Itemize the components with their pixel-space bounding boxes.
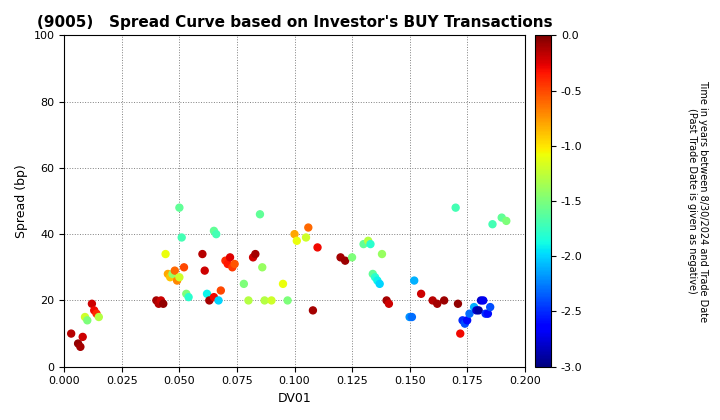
Point [79,314,91,320]
Point [473,307,485,314]
Point [438,297,450,304]
Point [367,270,379,277]
Point [86,300,98,307]
Point [468,304,480,310]
Point [383,300,395,307]
Point [75,344,86,350]
Point [496,214,508,221]
Point [459,320,471,327]
Point [404,314,415,320]
Point [456,317,468,324]
Point [362,237,374,244]
Point [167,270,179,277]
Point [487,221,498,228]
Point [307,307,319,314]
Point [156,297,167,304]
Point [77,333,89,340]
Point [238,281,250,287]
Point [81,317,93,324]
Point [335,254,346,261]
Point [464,310,475,317]
Point [176,234,187,241]
Point [258,297,270,304]
Point [377,251,388,257]
Point [482,310,494,317]
Point [346,254,358,261]
Point [282,297,293,304]
Point [171,277,183,284]
Point [174,274,185,281]
Point [300,234,312,241]
Point [229,261,240,268]
Point [369,274,381,281]
Point [210,231,222,238]
Point [372,277,383,284]
Point [462,317,473,324]
Point [485,304,496,310]
Point [408,277,420,284]
Point [339,257,351,264]
Point [169,267,181,274]
Point [164,274,176,281]
Point [250,251,261,257]
Point [302,224,314,231]
Point [431,300,443,307]
Point [254,211,266,218]
Point [277,281,289,287]
Point [266,297,277,304]
Point [381,297,392,304]
Point [415,291,427,297]
Point [243,297,254,304]
Point [199,267,210,274]
Point [222,261,233,268]
Point [183,294,194,300]
Point [312,244,323,251]
Point [224,254,235,261]
Point [450,204,462,211]
Point [358,241,369,247]
Point [220,257,231,264]
Point [181,291,192,297]
Point [91,310,102,317]
Point [427,297,438,304]
Point [452,300,464,307]
Point [471,307,482,314]
Point [72,340,84,347]
Y-axis label: Spread (bp): Spread (bp) [15,164,28,238]
Point [150,297,162,304]
Point [477,297,489,304]
Y-axis label: Time in years between 8/30/2024 and Trade Date
(Past Trade Date is given as nega: Time in years between 8/30/2024 and Trad… [687,80,708,322]
Point [291,237,302,244]
Point [202,291,213,297]
Point [213,297,225,304]
Point [500,218,512,224]
Point [179,264,190,270]
Point [289,231,300,238]
Point [162,270,174,277]
Point [160,251,171,257]
X-axis label: DV01: DV01 [278,392,311,405]
Point [93,314,104,320]
Point [480,310,491,317]
Point [406,314,418,320]
Point [374,281,385,287]
Point [89,307,100,314]
Point [174,204,185,211]
Point [66,330,77,337]
Point [475,297,487,304]
Point [153,300,164,307]
Point [247,254,258,261]
Point [208,294,220,300]
Point [197,251,208,257]
Title: (9005)   Spread Curve based on Investor's BUY Transactions: (9005) Spread Curve based on Investor's … [37,15,552,30]
Point [158,300,169,307]
Point [215,287,227,294]
Point [454,330,466,337]
Point [256,264,268,270]
Point [204,297,215,304]
Point [365,241,377,247]
Point [227,264,238,270]
Point [208,228,220,234]
